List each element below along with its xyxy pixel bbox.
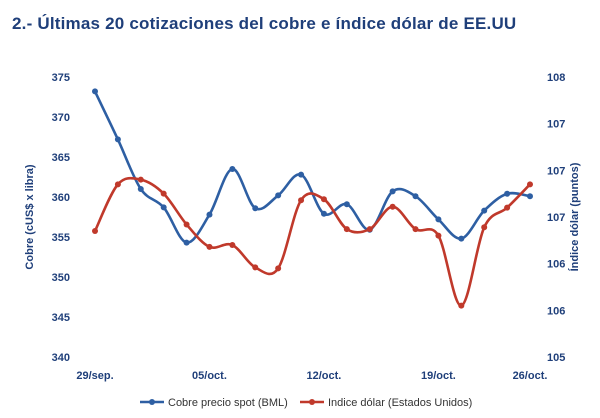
dollar-index-point (504, 204, 511, 211)
dollar-index-point (92, 228, 98, 234)
left-tick-label: 360 (52, 192, 70, 204)
x-tick-label: 29/sep. (76, 370, 113, 382)
copper-legend-label: Cobre precio spot (BML) (168, 397, 288, 409)
copper-point (527, 193, 533, 200)
left-tick-label: 350 (52, 272, 70, 284)
copper-point (160, 204, 167, 211)
dollar-index-point (298, 197, 305, 204)
copper-point (92, 88, 98, 95)
left-tick-label: 355 (52, 232, 70, 244)
dollar-index-point (389, 203, 396, 210)
dollar-index-legend-marker (309, 399, 315, 405)
dollar-index-point (252, 264, 259, 271)
dollar-index-series-line (93, 176, 531, 307)
dollar-index-point (137, 176, 144, 183)
right-tick-label: 107 (547, 212, 565, 224)
copper-point (229, 166, 236, 172)
left-tick-label: 370 (52, 112, 70, 124)
right-tick-label: 108 (547, 72, 565, 84)
copper-point (114, 136, 121, 143)
dollar-index-point (366, 226, 373, 233)
dollar-index-point (183, 221, 190, 228)
copper-legend-marker (149, 399, 155, 405)
right-tick-label: 105 (547, 352, 565, 364)
x-tick-label: 05/oct. (192, 370, 227, 382)
left-axis-title: Cobre (cUS$ x libra) (24, 164, 36, 269)
dollar-index-legend-label: Indice dólar (Estados Unidos) (328, 397, 472, 409)
copper-point (206, 211, 213, 218)
dollar-index-point (114, 181, 121, 188)
copper-point (389, 188, 396, 195)
left-tick-label: 340 (52, 352, 70, 364)
x-tick-label: 12/oct. (307, 370, 342, 382)
legend: Cobre precio spot (BML) Indice dólar (Est… (140, 397, 472, 409)
right-tick-label: 106 (547, 305, 565, 317)
left-tick-label: 365 (52, 152, 70, 164)
dollar-index-point (320, 196, 327, 203)
dollar-index-point (206, 243, 213, 250)
copper-point (504, 190, 511, 197)
copper-point (481, 207, 488, 214)
dollar-index-point (343, 226, 350, 233)
dollar-index-point (481, 224, 488, 231)
right-tick-label: 107 (547, 165, 565, 177)
series-group (92, 88, 533, 309)
copper-point (320, 210, 327, 217)
x-tick-label: 19/oct. (421, 370, 456, 382)
dollar-index-point (160, 190, 167, 197)
copper-point (183, 239, 190, 246)
copper-point (458, 235, 465, 242)
right-axis-ticks: 105 106 106 107 107 107 108 (547, 72, 565, 364)
dollar-index-point (527, 181, 533, 188)
copper-point (137, 186, 144, 192)
x-tick-label: 26/oct. (513, 370, 548, 382)
page-title: 2.- Últimas 20 cotizaciones del cobre e … (12, 14, 517, 33)
left-tick-label: 345 (52, 312, 70, 324)
right-tick-label: 106 (547, 259, 565, 271)
left-tick-label: 375 (52, 72, 70, 84)
dollar-index-point (229, 242, 236, 248)
dollar-index-point (458, 302, 465, 309)
dollar-index-point (412, 226, 419, 233)
copper-point (435, 216, 442, 223)
right-axis-title: Índice dólar (puntos) (568, 162, 581, 271)
copper-point (252, 205, 259, 212)
copper-point (343, 201, 350, 208)
right-tick-label: 107 (547, 119, 565, 131)
dollar-index-point (275, 265, 282, 272)
dollar-index-point (435, 232, 442, 239)
left-axis-ticks: 340 345 350 355 360 365 370 375 (52, 72, 70, 364)
copper-point (412, 193, 419, 200)
copper-series-line (93, 90, 531, 244)
copper-point (298, 171, 305, 178)
x-axis-ticks: 29/sep. 05/oct. 12/oct. 19/oct. 26/oct. (76, 370, 547, 382)
copper-point (275, 192, 282, 199)
